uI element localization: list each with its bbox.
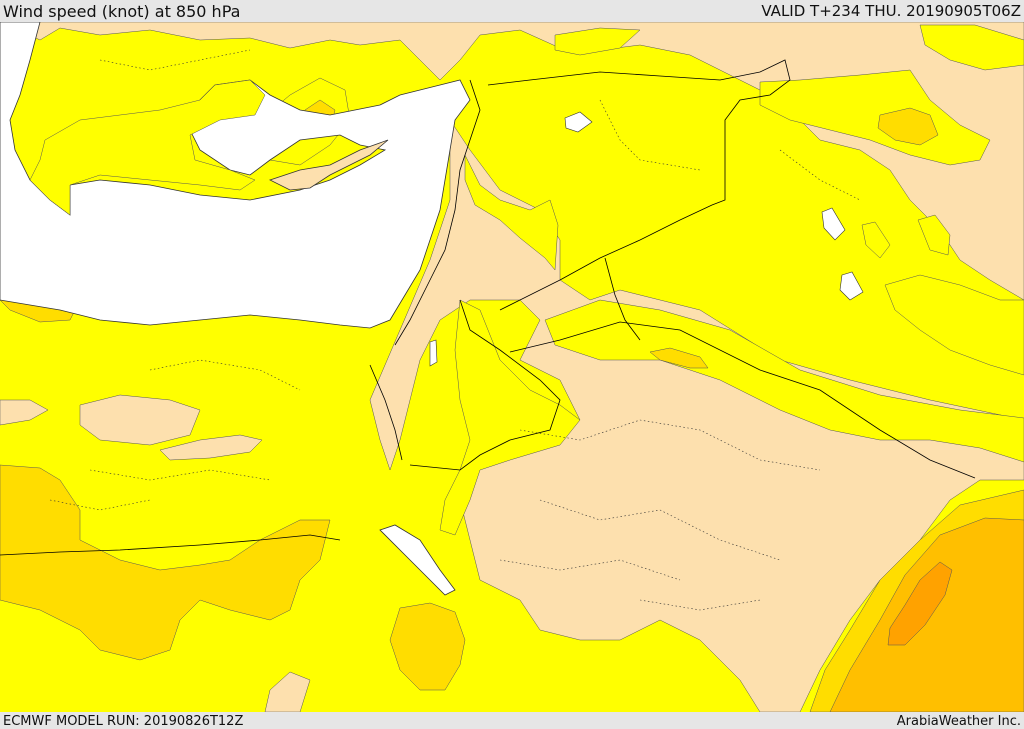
lake-turkey <box>564 111 593 133</box>
band-yellow-kuwait <box>861 221 891 259</box>
dead-sea <box>429 339 438 367</box>
band-yellow-syria <box>464 154 559 271</box>
border-sinai <box>0 534 341 556</box>
coastline-levant <box>394 79 481 346</box>
border-syria-iraq <box>487 59 791 311</box>
band-yellow-blacksea <box>554 27 641 56</box>
border-jordan-saudi <box>509 321 976 479</box>
provider-credit: ArabiaWeather Inc. <box>896 713 1021 729</box>
wind-speed-map <box>0 22 1024 712</box>
red-sea <box>379 524 456 596</box>
map-title: Wind speed (knot) at 850 hPa <box>3 1 241 21</box>
map-footer: ECMWF MODEL RUN: 20190826T12Z ArabiaWeat… <box>0 713 1024 729</box>
band-light-arabia <box>369 119 1024 712</box>
map-canvas <box>0 22 1024 712</box>
band-light-egypt <box>79 394 201 446</box>
band-yellow-iran <box>884 274 1024 376</box>
band-gold-iraq <box>649 347 709 369</box>
band-gold-sudan <box>389 602 466 691</box>
valid-time: VALID T+234 THU. 20190905T06Z <box>761 2 1021 20</box>
band-light-south <box>264 671 311 712</box>
lake-south <box>839 271 864 301</box>
model-run: ECMWF MODEL RUN: 20190826T12Z <box>3 713 244 729</box>
band-yellow-jordan <box>439 299 581 536</box>
map-header: Wind speed (knot) at 850 hPa VALID T+234… <box>0 0 1024 22</box>
border-arabia-east <box>604 257 641 341</box>
band-yellow-sea <box>29 79 266 216</box>
lake-iraq <box>821 207 846 241</box>
band-orange-core <box>887 561 953 646</box>
band-light-sw <box>0 399 49 426</box>
band-yellow-caspian <box>919 24 1024 71</box>
province-lines <box>49 49 861 611</box>
border-jordan <box>409 299 561 471</box>
band-gold-turkey <box>877 107 939 146</box>
mediterranean-sea <box>0 22 471 329</box>
band-light-nile <box>159 434 263 461</box>
band-yellow-gulf <box>917 214 951 256</box>
cyprus-island <box>268 139 389 191</box>
band-yellow-turkey <box>759 69 991 166</box>
border-egypt-israel <box>369 364 403 461</box>
band-gold-west <box>0 464 331 661</box>
